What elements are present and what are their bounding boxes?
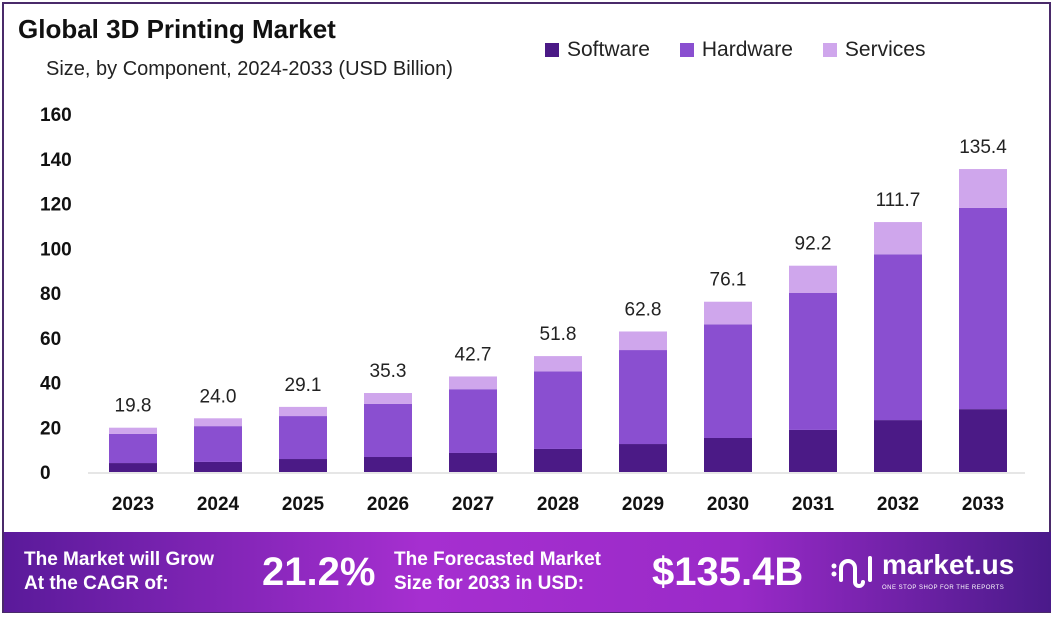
total-data-label: 29.1 xyxy=(285,375,322,396)
x-tick-label: 2026 xyxy=(367,494,409,515)
logo-tagline: ONE STOP SHOP FOR THE REPORTS xyxy=(882,585,1005,591)
total-data-label: 51.8 xyxy=(540,324,577,345)
bar-segment-software xyxy=(959,409,1007,472)
market-us-logo: market.us ONE STOP SHOP FOR THE REPORTS xyxy=(830,548,1014,592)
legend-swatch xyxy=(822,43,837,57)
legend: Software Hardware Services xyxy=(545,38,925,62)
x-tick-label: 2031 xyxy=(792,494,835,515)
bar-segment-hardware xyxy=(194,426,242,462)
legend-item-software: Software xyxy=(545,38,650,62)
bar-segment-services xyxy=(109,427,157,434)
total-data-label: 135.4 xyxy=(959,137,1007,158)
x-tick-label: 2027 xyxy=(452,494,494,515)
chart-subtitle: Size, by Component, 2024-2033 (USD Billi… xyxy=(46,58,453,80)
logo-mark-icon xyxy=(831,556,872,588)
total-data-label: 19.8 xyxy=(115,396,152,417)
bar-segment-hardware xyxy=(704,324,752,438)
chart-title: Global 3D Printing Market xyxy=(18,14,336,44)
total-data-label: 111.7 xyxy=(876,190,921,211)
bar-segment-services xyxy=(534,356,582,372)
total-data-label: 62.8 xyxy=(625,299,662,320)
bar-segment-hardware xyxy=(874,254,922,421)
bar-segment-hardware xyxy=(109,433,157,464)
total-data-label: 24.0 xyxy=(200,386,237,407)
total-data-label: 92.2 xyxy=(795,234,832,255)
y-tick-label: 140 xyxy=(40,150,72,171)
bar-segment-hardware xyxy=(279,416,327,460)
bar-segment-software xyxy=(449,452,497,472)
y-tick-label: 0 xyxy=(40,463,51,484)
bar-segment-software xyxy=(534,448,582,472)
x-tick-label: 2033 xyxy=(962,494,1004,515)
logo-text: market.us xyxy=(882,549,1015,580)
legend-item-hardware: Hardware xyxy=(679,38,793,62)
x-tick-label: 2032 xyxy=(877,494,919,515)
bar-segment-services xyxy=(959,169,1007,208)
bar-segment-software xyxy=(109,463,157,472)
bar-segment-hardware xyxy=(959,207,1007,410)
y-tick-label: 120 xyxy=(40,195,72,216)
y-tick-label: 60 xyxy=(40,329,61,350)
bar-segment-services xyxy=(279,406,327,417)
bar-chart: 0 20 40 60 80 100 120 140 160 19.8 2023 24.0 2024 29.… xyxy=(40,105,1025,515)
bar-segment-services xyxy=(704,301,752,325)
bar-segment-software xyxy=(619,444,667,472)
legend-label: Software xyxy=(567,38,650,61)
x-tick-label: 2025 xyxy=(282,494,325,515)
y-tick-label: 80 xyxy=(40,284,61,305)
y-tick-label: 40 xyxy=(40,374,61,395)
forecast-label: The Forecasted Market Size for 2033 in U… xyxy=(394,548,634,596)
x-tick-label: 2030 xyxy=(707,494,749,515)
bar-segment-software xyxy=(789,429,837,472)
bar-segment-software xyxy=(704,437,752,472)
bar-segment-hardware xyxy=(619,350,667,445)
bar-segment-hardware xyxy=(789,293,837,430)
bar-segment-hardware xyxy=(534,371,582,449)
bar-segment-services xyxy=(874,222,922,255)
cagr-label: The Market will Grow At the CAGR of: xyxy=(24,548,249,596)
legend-item-services: Services xyxy=(822,38,926,62)
total-data-label: 42.7 xyxy=(455,344,492,365)
bar-segment-hardware xyxy=(364,403,412,458)
summary-banner: The Market will Grow At the CAGR of: 21.… xyxy=(4,532,1051,612)
cagr-label-line: The Market will Grow xyxy=(24,549,215,570)
x-tick-label: 2024 xyxy=(197,494,240,515)
cagr-label-line: At the CAGR of: xyxy=(24,573,169,594)
forecast-value: $135.4B xyxy=(652,550,804,594)
bar-segment-software xyxy=(874,420,922,472)
bar-segment-services xyxy=(194,418,242,427)
legend-swatch xyxy=(679,43,694,57)
legend-label: Services xyxy=(844,38,926,61)
x-tick-label: 2028 xyxy=(537,494,579,515)
bar-segment-services xyxy=(449,376,497,390)
bar-segment-services xyxy=(619,331,667,351)
legend-swatch xyxy=(545,43,559,57)
bar-segment-hardware xyxy=(449,389,497,453)
bar-segment-services xyxy=(364,393,412,404)
legend-label: Hardware xyxy=(701,38,793,61)
bar-segment-software xyxy=(364,457,412,472)
forecast-label-line: The Forecasted Market xyxy=(394,549,601,570)
y-tick-label: 100 xyxy=(40,239,72,260)
total-data-label: 76.1 xyxy=(710,270,747,291)
bar-segment-software xyxy=(194,461,242,472)
logo-words: market.us ONE STOP SHOP FOR THE REPORTS xyxy=(882,548,1014,592)
cagr-value: 21.2% xyxy=(262,550,376,594)
bar-segment-services xyxy=(789,265,837,293)
total-data-label: 35.3 xyxy=(370,361,407,382)
x-tick-label: 2029 xyxy=(622,494,664,515)
bar-segment-software xyxy=(279,459,327,472)
y-tick-label: 160 xyxy=(40,105,72,126)
y-tick-label: 20 xyxy=(40,418,61,439)
x-tick-label: 2023 xyxy=(112,494,154,515)
forecast-label-line: Size for 2033 in USD: xyxy=(394,573,585,594)
